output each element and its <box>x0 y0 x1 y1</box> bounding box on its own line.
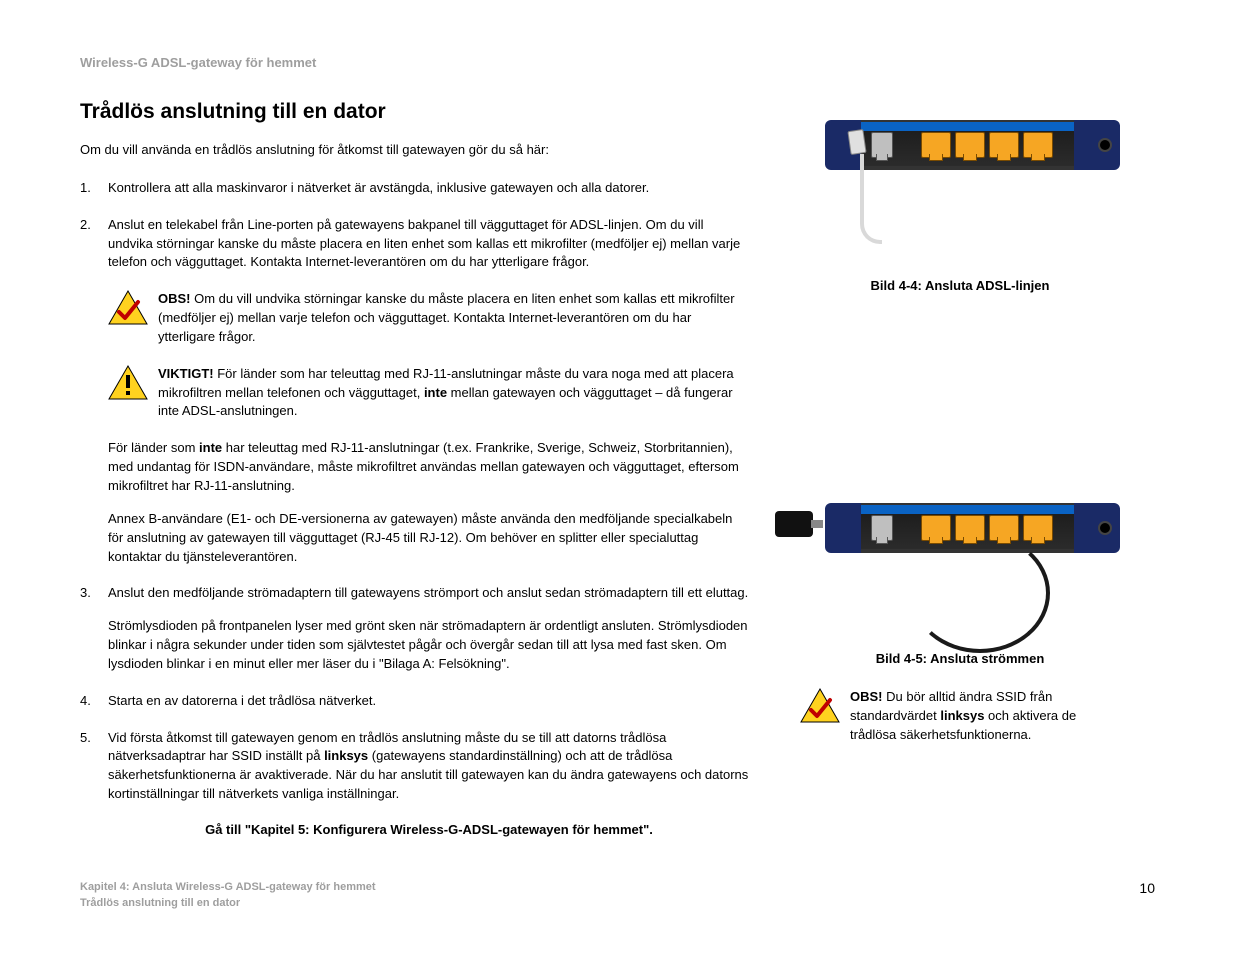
page-footer: Kapitel 4: Ansluta Wireless-G ADSL-gatew… <box>80 880 1155 912</box>
step-3: Anslut den medföljande strömadaptern til… <box>80 584 750 673</box>
step-2: Anslut en telekabel från Line-porten på … <box>80 216 750 273</box>
checkmark-warning-icon <box>108 290 148 331</box>
paragraph-annexb: Annex B-användare (E1- och DE-versionern… <box>108 510 750 567</box>
note-label: OBS! <box>850 689 883 704</box>
power-cord <box>910 533 1050 653</box>
content-columns: Trådlös anslutning till en dator Om du v… <box>80 100 1155 837</box>
document-header: Wireless-G ADSL-gateway för hemmet <box>80 55 1155 70</box>
figure-caption: Bild 4-5: Ansluta strömmen <box>800 651 1120 666</box>
note-important: VIKTIGT! För länder som har teleuttag me… <box>108 365 750 422</box>
note-obs-text: OBS! Om du vill undvika störningar kansk… <box>158 290 750 347</box>
side-note: OBS! Du bör alltid ändra SSID från stand… <box>800 688 1120 745</box>
step-5: Vid första åtkomst till gatewayen genom … <box>80 729 750 804</box>
note-obs: OBS! Om du vill undvika störningar kansk… <box>108 290 750 347</box>
para-bold: inte <box>199 440 222 455</box>
figure-caption: Bild 4-4: Ansluta ADSL-linjen <box>800 278 1120 293</box>
note-bold: inte <box>424 385 447 400</box>
step5-bold: linksys <box>324 748 368 763</box>
note-important-text: VIKTIGT! För länder som har teleuttag me… <box>158 365 750 422</box>
page-number: 10 <box>1139 880 1155 896</box>
section-heading: Trådlös anslutning till en dator <box>80 100 750 124</box>
side-note-bold: linksys <box>940 708 984 723</box>
note-label: OBS! <box>158 291 191 306</box>
checkmark-warning-icon <box>800 688 840 729</box>
cable-tail <box>860 154 882 244</box>
footer-breadcrumb: Kapitel 4: Ansluta Wireless-G ADSL-gatew… <box>80 880 1155 912</box>
figure-4-5: Bild 4-5: Ansluta strömmen <box>800 503 1120 666</box>
para-a: För länder som <box>108 440 199 455</box>
step-1: Kontrollera att alla maskinvaror i nätve… <box>80 179 750 198</box>
document-page: Wireless-G ADSL-gateway för hemmet Trådl… <box>0 0 1235 954</box>
rj11-plug-icon <box>847 129 866 155</box>
steps-list-2: Anslut den medföljande strömadaptern til… <box>80 584 750 804</box>
power-adapter-icon <box>775 511 813 537</box>
left-column: Trådlös anslutning till en dator Om du v… <box>80 100 780 837</box>
step3-text: Anslut den medföljande strömadaptern til… <box>108 585 748 600</box>
footer-line-2: Trådlös anslutning till en dator <box>80 896 1155 912</box>
note-body: Om du vill undvika störningar kanske du … <box>158 291 735 344</box>
step3-paragraph: Strömlysdioden på frontpanelen lyser med… <box>108 617 750 674</box>
right-column: Bild 4-4: Ansluta ADSL-linjen <box>800 100 1120 837</box>
figure-4-4: Bild 4-4: Ansluta ADSL-linjen <box>800 120 1120 293</box>
exclamation-warning-icon <box>108 365 148 406</box>
side-note-text: OBS! Du bör alltid ändra SSID från stand… <box>850 688 1120 745</box>
step-4: Starta en av datorerna i det trådlösa nä… <box>80 692 750 711</box>
intro-paragraph: Om du vill använda en trådlös anslutning… <box>80 142 750 159</box>
steps-list: Kontrollera att alla maskinvaror i nätve… <box>80 179 750 272</box>
footer-line-1: Kapitel 4: Ansluta Wireless-G ADSL-gatew… <box>80 880 1155 896</box>
paragraph-rj11: För länder som inte har teleuttag med RJ… <box>108 439 750 496</box>
note-label: VIKTIGT! <box>158 366 214 381</box>
goto-chapter: Gå till "Kapitel 5: Konfigurera Wireless… <box>108 822 750 837</box>
